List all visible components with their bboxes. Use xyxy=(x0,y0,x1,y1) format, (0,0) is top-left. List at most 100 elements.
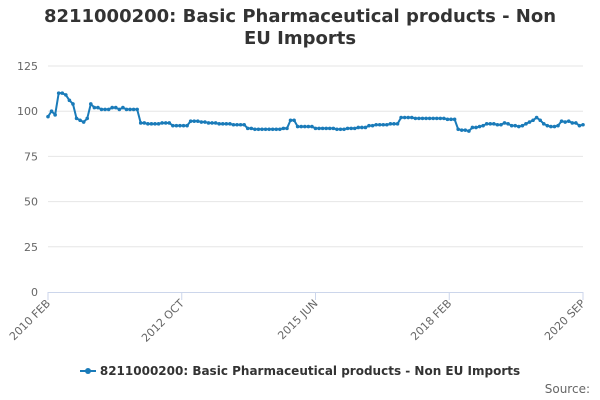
data-point xyxy=(420,116,425,121)
data-point xyxy=(263,127,268,132)
data-point xyxy=(563,120,567,124)
data-point xyxy=(224,122,229,126)
data-point xyxy=(124,107,129,112)
data-point xyxy=(431,116,436,121)
data-point xyxy=(228,122,232,126)
data-point xyxy=(509,123,514,128)
data-point xyxy=(424,116,428,121)
data-point xyxy=(570,121,575,125)
data-point xyxy=(327,126,332,131)
legend: 8211000200: Basic Pharmaceutical product… xyxy=(0,364,600,379)
data-point xyxy=(377,122,382,127)
data-point xyxy=(46,114,50,119)
data-point xyxy=(249,126,254,131)
data-point xyxy=(253,127,257,132)
data-point xyxy=(566,119,571,123)
chart-title: 8211000200: Basic Pharmaceutical product… xyxy=(43,6,557,49)
data-point xyxy=(524,122,528,126)
x-tick-label: 2018 FEB xyxy=(408,297,454,343)
data-point xyxy=(217,122,221,126)
data-point xyxy=(153,122,157,126)
data-point xyxy=(213,121,218,125)
data-point xyxy=(78,118,82,123)
data-point xyxy=(292,118,296,123)
data-point xyxy=(541,122,546,126)
data-point xyxy=(320,126,325,131)
data-point xyxy=(60,91,65,95)
data-point xyxy=(231,122,236,127)
data-point xyxy=(235,122,239,127)
x-tick-label: 2010 FEB xyxy=(7,297,53,343)
data-point xyxy=(92,105,97,110)
data-point xyxy=(81,120,86,124)
data-point xyxy=(427,116,432,121)
data-point xyxy=(488,122,493,126)
data-point xyxy=(131,107,136,112)
data-point xyxy=(395,122,400,126)
data-point xyxy=(121,105,125,110)
data-point xyxy=(506,122,510,126)
y-tick-label: 100 xyxy=(17,105,38,118)
data-point xyxy=(474,125,478,130)
data-point xyxy=(192,119,197,123)
data-point xyxy=(317,126,321,131)
data-point xyxy=(199,120,204,124)
data-point xyxy=(113,105,118,110)
data-point xyxy=(481,123,485,128)
data-point xyxy=(552,124,557,129)
legend-item-series[interactable]: 8211000200: Basic Pharmaceutical product… xyxy=(79,364,521,378)
data-point xyxy=(117,107,122,112)
data-point xyxy=(452,117,457,122)
data-point xyxy=(71,102,75,106)
data-point xyxy=(520,123,525,128)
data-point xyxy=(267,127,271,132)
legend-label: 8211000200: Basic Pharmaceutical product… xyxy=(99,364,521,378)
data-point xyxy=(74,116,79,121)
data-point xyxy=(463,128,468,132)
y-tick-label: 75 xyxy=(24,150,38,163)
data-point xyxy=(345,126,350,131)
data-point xyxy=(385,122,389,127)
data-point xyxy=(174,123,179,128)
data-point xyxy=(274,127,279,132)
data-point xyxy=(146,122,150,126)
chart-credits[interactable]: Source: xyxy=(544,382,590,396)
data-point xyxy=(556,123,560,128)
data-point xyxy=(110,105,114,110)
data-point xyxy=(303,124,307,129)
x-tick-label: 2012 OCT xyxy=(139,297,187,345)
data-point xyxy=(467,129,471,133)
legend-line-marker-icon xyxy=(79,366,96,376)
data-point xyxy=(531,118,535,123)
data-point xyxy=(577,123,582,128)
data-point xyxy=(270,127,275,132)
data-point xyxy=(242,122,246,127)
data-point xyxy=(406,115,411,120)
data-point xyxy=(374,122,378,127)
data-point xyxy=(181,123,186,128)
data-point xyxy=(238,122,243,127)
data-point xyxy=(434,116,439,121)
data-point xyxy=(545,123,550,128)
data-point xyxy=(89,102,93,106)
data-point xyxy=(492,122,496,126)
data-point xyxy=(360,125,364,130)
data-point xyxy=(399,115,403,120)
data-point xyxy=(310,124,314,129)
data-point xyxy=(559,119,564,123)
data-point xyxy=(449,117,453,122)
data-point xyxy=(188,119,193,123)
data-point xyxy=(445,117,450,122)
data-point xyxy=(410,115,414,120)
data-point xyxy=(367,123,371,128)
data-point xyxy=(502,121,507,125)
data-point xyxy=(370,123,375,128)
data-point xyxy=(203,120,207,124)
data-point xyxy=(167,121,172,125)
x-tick-label: 2015 JUN xyxy=(275,297,320,342)
data-point xyxy=(49,109,54,113)
data-point xyxy=(549,124,553,129)
y-tick-label: 25 xyxy=(24,241,38,254)
data-point xyxy=(324,126,329,131)
data-point xyxy=(160,121,164,125)
